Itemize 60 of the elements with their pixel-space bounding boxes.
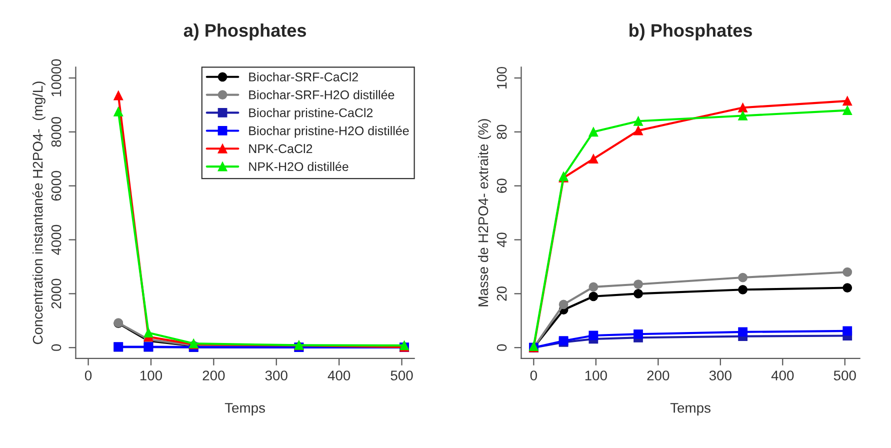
point [842, 106, 852, 116]
y-tick-label: 10000 [51, 59, 62, 96]
y-axis-title: Masse de H2PO4- extraite (%) [478, 119, 491, 306]
y-tick-label: 60 [496, 178, 507, 193]
point [738, 102, 748, 112]
y-tick-label: 20 [496, 286, 507, 301]
legend-label: Biochar pristine-CaCl2 [249, 108, 373, 120]
point [738, 272, 748, 282]
point [634, 329, 643, 339]
legend-label: Biochar pristine-H2O distillée [249, 126, 409, 138]
legend-label: NPK-H2O distillée [249, 162, 348, 172]
y-tick-label: 0 [496, 344, 507, 351]
y-tick-label: 8000 [51, 117, 62, 147]
point [588, 292, 598, 302]
point [634, 289, 643, 298]
legend-label: Biochar-SRF-H2O distillée [249, 90, 394, 100]
y-tick-label: 2000 [51, 278, 62, 308]
x-tick-label: 300 [709, 370, 732, 380]
x-tick-label: 0 [530, 370, 537, 380]
point [738, 327, 748, 337]
x-tick-label: 500 [834, 370, 856, 380]
y-tick-label: 100 [496, 66, 507, 89]
x-tick-label: 400 [328, 370, 350, 380]
y-tick-label: 0 [51, 344, 62, 351]
x-axis-title: Temps [670, 403, 710, 416]
chart-title: b) Phosphates [630, 24, 752, 40]
point [634, 116, 643, 126]
x-tick-label: 400 [771, 370, 794, 380]
y-axis-title: Concentration instantanée H2PO4- (mg/L) [32, 82, 46, 344]
x-tick-label: 500 [390, 370, 413, 380]
point [634, 126, 643, 136]
point [738, 284, 748, 294]
y-tick-label: 6000 [51, 170, 62, 201]
point [588, 330, 598, 340]
x-axis-title: Temps [224, 403, 265, 416]
point [588, 154, 598, 164]
y-tick-label: 40 [496, 232, 507, 248]
point [842, 267, 852, 277]
legend-label: NPK-CaCl2 [249, 144, 312, 154]
y-tick-label: 80 [496, 124, 507, 140]
x-tick-label: 200 [202, 370, 225, 380]
x-tick-label: 300 [265, 370, 288, 380]
x-tick-label: 100 [585, 370, 607, 380]
y-tick-label: 4000 [51, 224, 62, 255]
point [114, 107, 124, 116]
x-tick-label: 200 [647, 370, 670, 380]
point [144, 328, 154, 338]
point [558, 300, 568, 310]
point [588, 127, 598, 137]
point [634, 280, 643, 289]
point [842, 283, 852, 292]
point [114, 90, 124, 100]
chart-title: a) Phosphates [184, 24, 306, 40]
legend-label: Biochar-SRF-CaCl2 [249, 72, 358, 82]
x-tick-label: 100 [140, 370, 162, 380]
x-tick-label: 0 [84, 370, 92, 380]
point [842, 96, 852, 106]
point [842, 326, 852, 336]
point [738, 111, 748, 120]
point [588, 282, 598, 292]
